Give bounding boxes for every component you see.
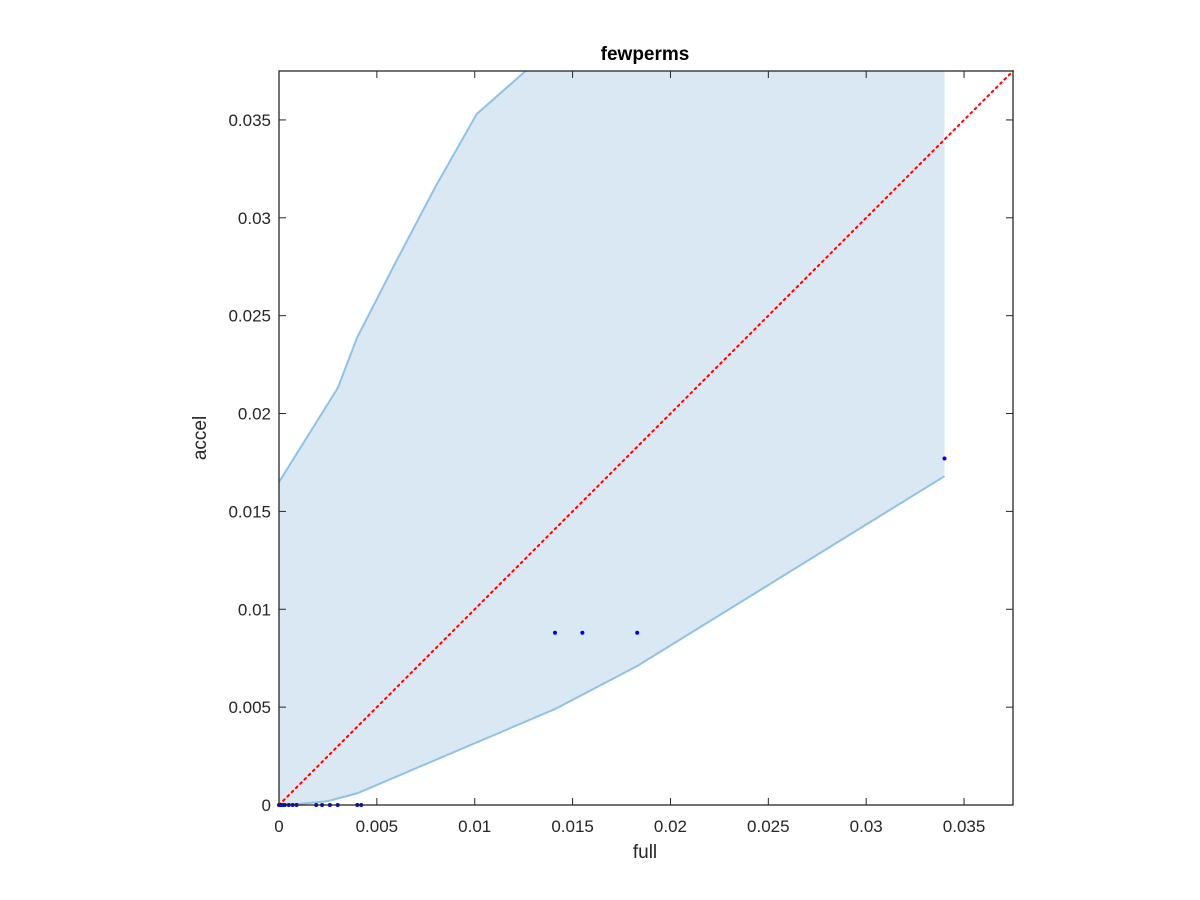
data-point <box>942 456 947 461</box>
plot-area <box>277 70 1014 807</box>
axes-box <box>278 70 1014 806</box>
x-tick-label: 0.035 <box>943 817 986 836</box>
band-lower-edge <box>278 475 946 806</box>
x-tick-label: 0.03 <box>850 817 883 836</box>
x-tick-label: 0.025 <box>747 817 790 836</box>
y-tick-label: 0.035 <box>228 111 271 130</box>
data-point <box>552 630 557 635</box>
data-point <box>635 630 640 635</box>
x-axis-label: full <box>633 842 657 863</box>
axes: 0 0.005 0.01 0.015 0.02 0.025 0.03 0.035 0 0.005 0… <box>228 70 1014 836</box>
y-tick-label: 0.02 <box>238 405 271 424</box>
x-tick-label: 0.01 <box>458 817 491 836</box>
y-tick-label: 0.015 <box>228 502 271 521</box>
x-tick-label: 0.005 <box>356 817 399 836</box>
band-upper-edge <box>278 70 527 483</box>
chart-title: fewperms <box>601 44 690 65</box>
confidence-band <box>279 71 945 805</box>
y-tick-label: 0 <box>262 796 271 815</box>
data-point <box>580 630 585 635</box>
y-tick-label: 0.01 <box>238 600 271 619</box>
x-tick-label: 0 <box>274 817 283 836</box>
y-tick-label: 0.03 <box>238 209 271 228</box>
diagonal-line <box>278 70 1014 806</box>
y-axis-label: accel <box>190 416 211 460</box>
y-tick-label: 0.005 <box>228 698 271 717</box>
x-tick-label: 0.02 <box>654 817 687 836</box>
y-tick-label: 0.025 <box>228 307 271 326</box>
x-tick-label: 0.015 <box>551 817 594 836</box>
